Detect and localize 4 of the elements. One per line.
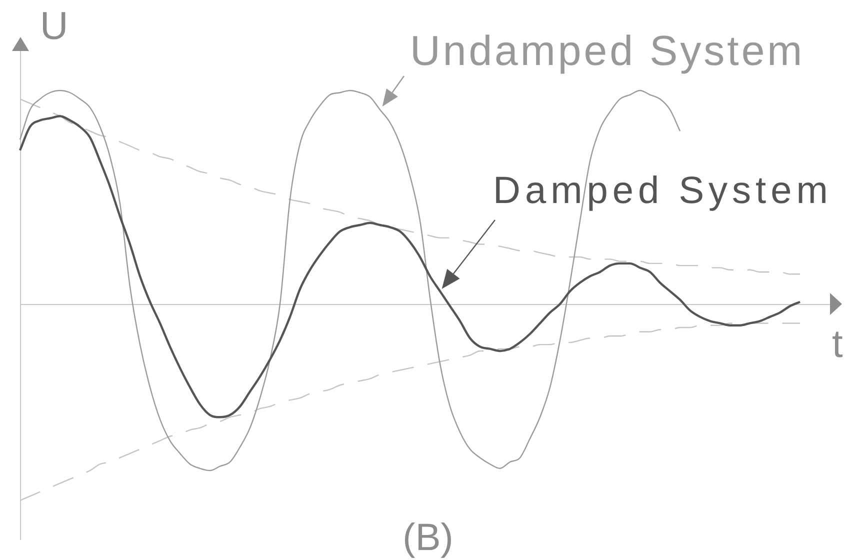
- x-axis-title: t: [832, 323, 843, 366]
- y-axis-title: U: [40, 5, 68, 48]
- series-label: Undamped System: [410, 26, 805, 74]
- text: (B): [402, 517, 454, 559]
